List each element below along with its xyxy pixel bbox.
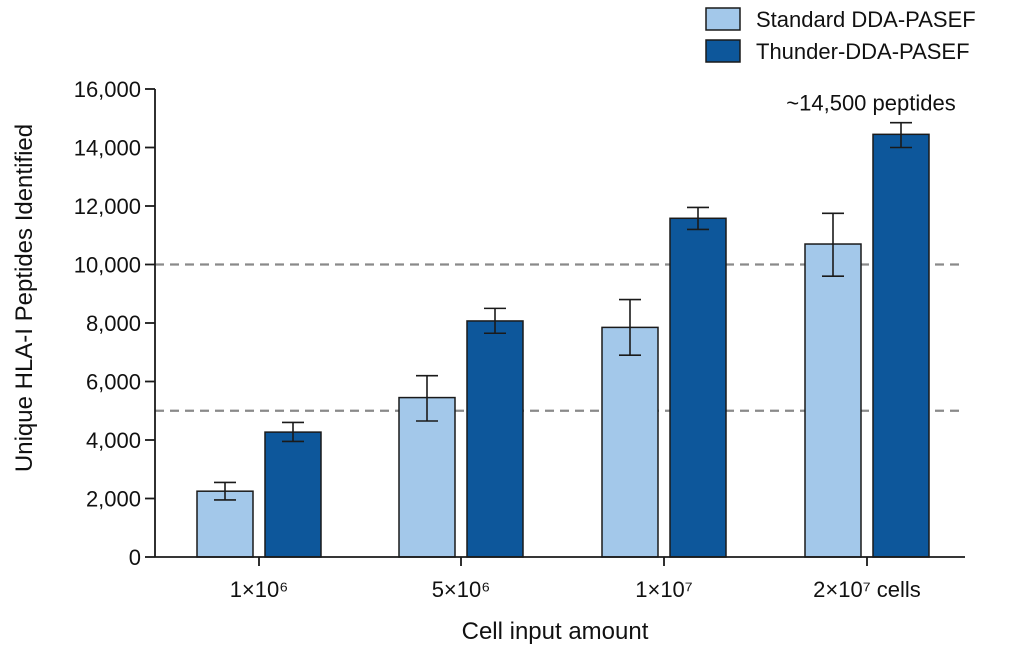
bar-1-1 xyxy=(466,320,524,558)
bar-1-2 xyxy=(669,217,727,558)
y-tick-label-4: 8,000 xyxy=(86,311,141,336)
y-tick-label-0: 0 xyxy=(129,545,141,570)
x-tick-label-1: 5×10⁶ xyxy=(432,577,491,602)
y-tick-label-2: 4,000 xyxy=(86,428,141,453)
y-tick-label-1: 2,000 xyxy=(86,487,141,512)
bars-layer xyxy=(196,133,930,558)
y-tick-label-6: 12,000 xyxy=(74,194,141,219)
legend-swatch-0 xyxy=(705,7,741,31)
bar-1-0 xyxy=(264,431,322,558)
legend-label-0: Standard DDA-PASEF xyxy=(756,7,976,32)
x-tick-label-3: 2×10⁷ cells xyxy=(813,577,921,602)
legend-label-1: Thunder-DDA-PASEF xyxy=(756,39,970,64)
bar-0-0 xyxy=(196,490,254,558)
x-tick-labels: 1×10⁶ 5×10⁶ 1×10⁷ 2×10⁷ cells xyxy=(230,577,921,602)
x-axis-title: Cell input amount xyxy=(462,618,649,645)
bar-0-2 xyxy=(601,326,659,558)
y-tick-label-3: 6,000 xyxy=(86,370,141,395)
axes xyxy=(145,88,965,566)
y-tick-labels: 0 2,000 4,000 6,000 8,000 10,000 12,000 14,000 1… xyxy=(74,77,141,570)
annotations: ~14,500 peptides xyxy=(786,91,955,116)
y-tick-label-7: 14,000 xyxy=(74,136,141,161)
x-tick-label-0: 1×10⁶ xyxy=(230,577,289,602)
y-tick-label-8: 16,000 xyxy=(74,77,141,102)
bar-1-3 xyxy=(872,133,930,558)
legend-swatch-1 xyxy=(705,39,741,63)
bar-0-3 xyxy=(804,243,862,558)
bar-0-1 xyxy=(398,396,456,558)
y-tick-label-5: 10,000 xyxy=(74,253,141,278)
legend: Standard DDA-PASEF Thunder-DDA-PASEF xyxy=(705,7,976,64)
annotation-0: ~14,500 peptides xyxy=(786,91,955,116)
y-axis-title: Unique HLA-I Peptides Identified xyxy=(11,124,38,472)
error-bars-layer xyxy=(214,121,912,501)
x-tick-label-2: 1×10⁷ xyxy=(635,577,693,602)
